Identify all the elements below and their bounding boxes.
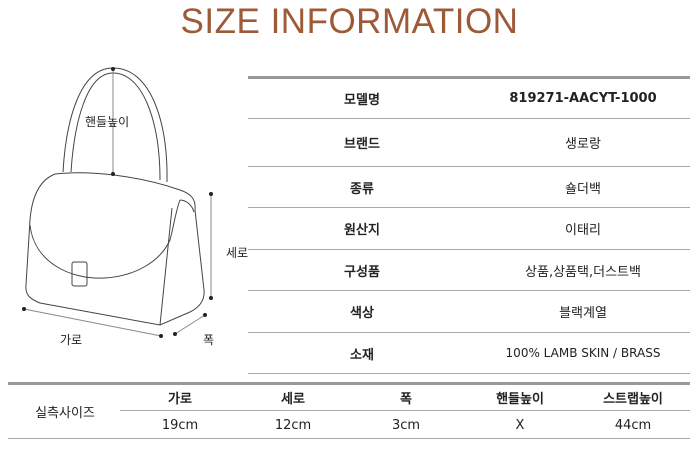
size-header: 핸들높이 [496,392,544,407]
size-header: 가로 [168,392,192,407]
bag-flap [29,199,181,279]
spec-label: 브랜드 [344,137,380,152]
size-value: 19cm [161,418,199,433]
bag-buckle [71,261,88,287]
page-title: SIZE INFORMATION [180,2,519,41]
divider [248,207,690,208]
spec-row-material: 소재 100% LAMB SKIN / BRASS [248,333,690,373]
size-value: 3cm [391,418,421,433]
spec-label: 종류 [350,181,374,197]
spec-row-origin: 원산지 이태리 [248,208,690,249]
divider [248,373,690,374]
spec-label: 구성품 [344,264,380,280]
spec-value: 100% LAMB SKIN / BRASS [505,346,661,360]
size-header-divider [120,410,690,411]
divider [248,332,690,333]
size-value: X [515,418,525,433]
spec-row-color: 색상 블랙계열 [248,291,690,332]
spec-value: 생로랑 [565,137,601,152]
spec-label: 모델명 [344,93,380,108]
label-width: 가로 [60,333,83,347]
spec-label: 색상 [350,306,374,321]
spec-row-type: 종류 숄더백 [248,167,690,207]
size-header: 세로 [281,392,305,407]
size-table-top-border [8,382,690,385]
divider [248,249,690,250]
size-header: 스트랩높이 [603,392,663,407]
bag-body [25,172,205,326]
label-depth: 폭 [203,333,215,347]
size-table-bottom-border [8,438,690,439]
divider [248,290,690,291]
spec-label: 원산지 [344,223,380,238]
spec-row-components: 구성품 상품,상품택,더스트백 [248,250,690,290]
size-row-label: 실측사이즈 [35,406,95,421]
spec-label: 소재 [350,347,374,363]
spec-value: 이태리 [565,223,601,238]
divider [248,166,690,167]
size-value: 44cm [614,418,652,433]
spec-row-brand: 브랜드 생로랑 [248,119,690,166]
label-height: 세로 [226,246,249,260]
size-value: 12cm [274,418,312,433]
spec-value: 819271-AACYT-1000 [509,91,657,106]
label-handle-height: 핸들높이 [85,115,130,129]
spec-value: 상품,상품택,더스트백 [525,264,641,280]
spec-value: 숄더백 [565,181,601,197]
bag-side [159,199,195,326]
spec-row-model: 모델명 819271-AACYT-1000 [248,79,690,118]
bag-diagram [22,67,213,338]
spec-value: 블랙계열 [559,306,607,321]
divider [248,118,690,119]
size-header: 폭 [400,392,412,407]
spec-table-top-border [248,76,690,79]
